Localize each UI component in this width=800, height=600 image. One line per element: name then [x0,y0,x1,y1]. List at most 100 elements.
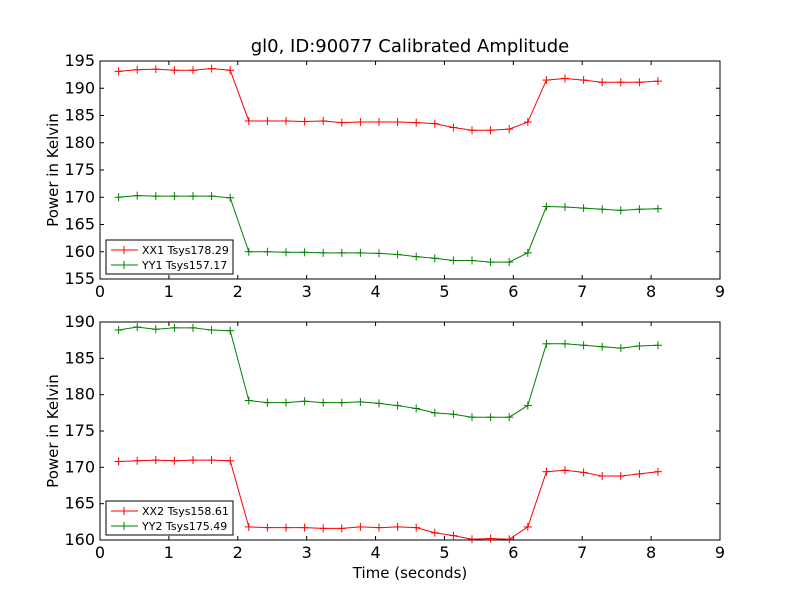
series-yy1 [114,191,662,267]
x-tick-label: 2 [233,282,243,301]
data-point [207,192,216,201]
x-tick-label: 3 [302,282,312,301]
data-point [449,123,458,132]
data-point [170,323,179,332]
data-point [542,339,551,348]
data-point [505,258,514,267]
x-tick-label: 0 [95,282,105,301]
data-point [226,456,235,465]
x-axis-label: Time (seconds) [352,564,468,582]
data-point [412,523,421,532]
data-point [151,456,160,465]
x-tick-label: 7 [577,543,587,562]
legend-box [105,500,234,536]
data-point [654,77,662,86]
y-tick-label: 160 [64,530,95,549]
legend: XX1 Tsys178.29 YY1 Tsys157.17 [105,239,234,275]
data-point [561,74,569,83]
legend-item: XX1 Tsys178.29 [111,244,229,257]
data-point [523,401,532,410]
data-point [263,247,272,256]
y-tick-label: 170 [64,457,95,476]
x-tick-label: 5 [439,543,449,562]
x-tick-label: 6 [508,282,518,301]
y-tick-label: 170 [64,187,95,206]
data-point [133,323,142,332]
data-point [654,467,662,476]
data-point [468,413,476,422]
data-point [430,528,439,537]
data-point [244,396,253,405]
data-point [468,535,476,544]
data-point [654,204,662,213]
legend-label: YY1 Tsys157.17 [141,259,227,272]
data-point [356,397,365,406]
y-tick-label: 155 [64,269,95,288]
data-point [337,524,346,533]
y-tick-label: 180 [64,133,95,152]
data-point [449,410,458,419]
data-point [263,398,272,407]
x-tick-label: 9 [715,282,725,301]
series-xx2 [114,456,662,544]
data-point [393,250,402,259]
data-point [561,339,569,348]
data-point [375,249,383,258]
data-point [300,397,309,406]
data-point [468,256,476,265]
x-tick-label: 9 [715,543,725,562]
data-point [133,191,142,200]
data-point [635,469,644,478]
data-point [356,522,365,531]
data-point [300,117,309,126]
data-point [207,64,216,73]
x-tick-label: 1 [164,543,174,562]
data-point [114,325,123,334]
data-point [170,66,179,75]
data-point [114,67,123,76]
legend-label: XX1 Tsys178.29 [142,244,229,257]
legend-box [105,239,234,275]
figure-title: gl0, ID:90077 Calibrated Amplitude [251,36,570,57]
data-point [189,323,197,332]
data-point [579,76,588,85]
plot-2: 0 1 2 3 4 5 6 7 8 9 160 165 170 175 180 185 190 Power in … [44,312,725,582]
plot-1: 0 1 2 3 4 5 6 7 8 9 155 160 165 170 175 180 185 190 195 Pow… [44,51,725,301]
data-point [430,254,439,263]
data-point [635,341,644,350]
data-point [486,534,495,543]
x-tick-label: 5 [439,282,449,301]
data-point [300,248,309,257]
legend-item: YY1 Tsys157.17 [111,259,227,272]
x-tick-label: 6 [508,543,518,562]
data-point [393,522,402,531]
data-point [542,76,551,85]
data-point [598,205,607,214]
data-point [319,524,328,533]
data-point [561,466,569,475]
data-point [635,205,644,214]
y-tick-label: 195 [64,51,95,70]
data-point [598,342,607,351]
data-point [170,456,179,465]
x-tick-label: 2 [233,543,243,562]
data-point [375,399,383,408]
data-point [226,193,235,202]
data-point [282,523,290,532]
data-point [244,116,253,125]
data-point [523,248,532,257]
y-tick-label: 175 [64,160,95,179]
data-point [523,118,532,127]
data-point [375,118,383,127]
data-point [133,456,142,465]
y-tick-label: 190 [64,78,95,97]
data-point [430,408,439,417]
data-point [412,252,421,261]
data-point [300,523,309,532]
data-point [505,413,514,422]
x-tick-label: 3 [302,543,312,562]
legend-label: XX2 Tsys158.61 [142,505,229,518]
data-point [282,398,290,407]
data-point [654,341,662,350]
